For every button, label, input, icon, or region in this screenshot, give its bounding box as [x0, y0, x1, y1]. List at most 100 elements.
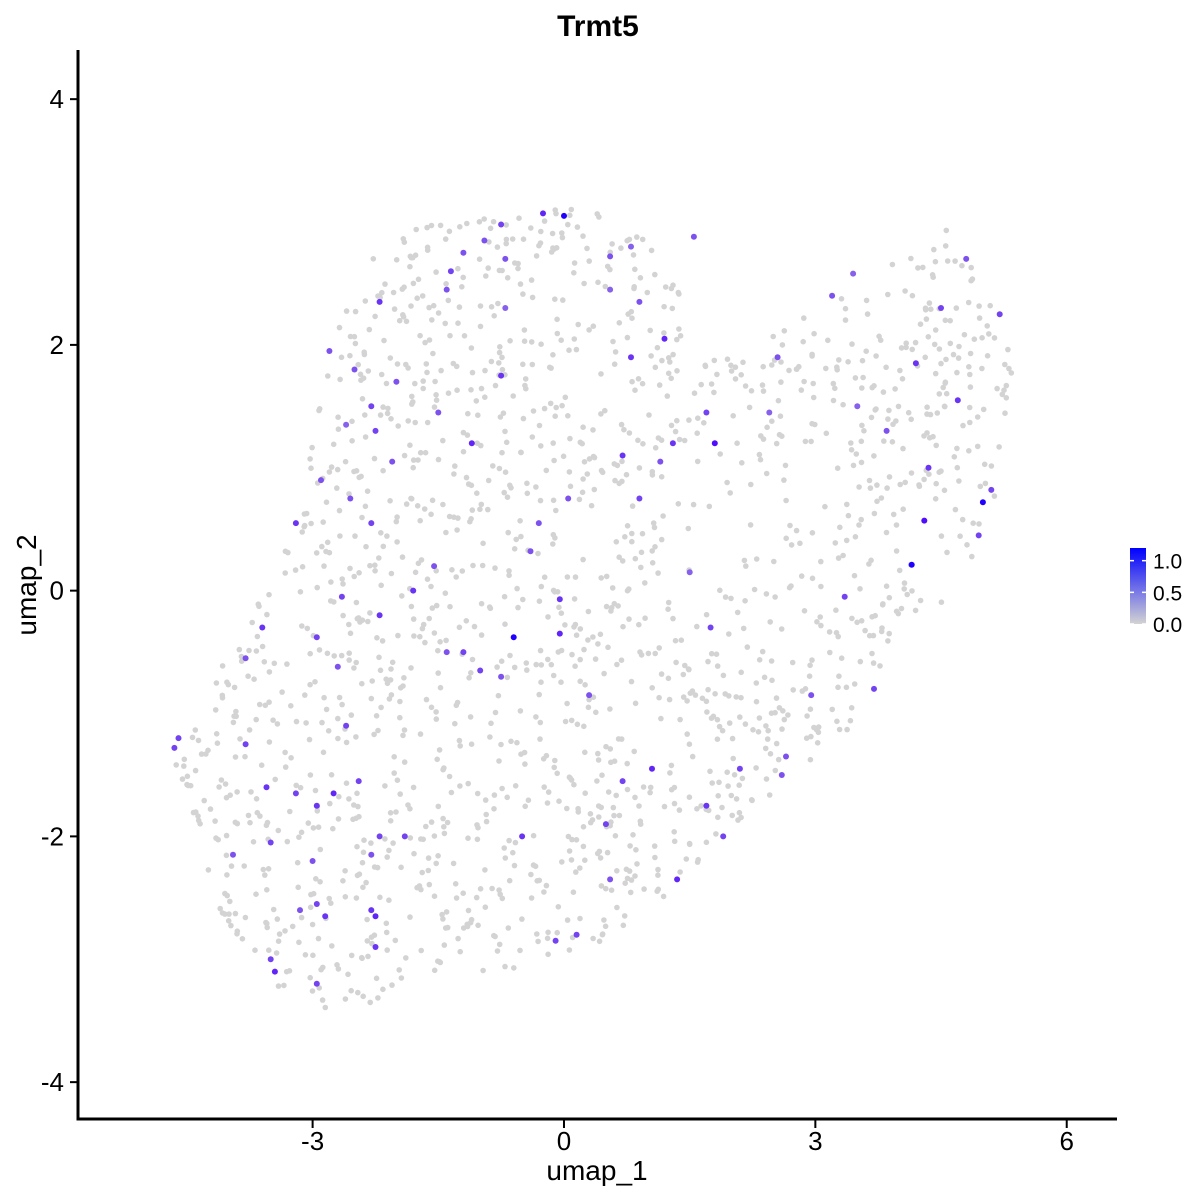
expressing-cell-point [883, 427, 890, 434]
cell-point [428, 583, 434, 590]
cell-point [428, 511, 434, 518]
cell-point [304, 625, 311, 632]
cell-point [595, 641, 601, 647]
cell-point [212, 818, 218, 824]
cell-point [636, 465, 643, 471]
cell-point [884, 485, 890, 491]
cell-point [467, 518, 473, 525]
cell-point [453, 895, 460, 901]
cell-point [506, 837, 512, 844]
cell-point [222, 781, 229, 787]
expressing-cell-point [778, 772, 785, 778]
cell-point [377, 412, 384, 418]
cell-point [398, 975, 405, 981]
cell-point [778, 626, 785, 632]
cell-point [212, 707, 219, 713]
cell-point [533, 714, 539, 720]
cell-point [717, 587, 723, 594]
cell-point [502, 621, 508, 627]
cell-point [838, 296, 845, 302]
cell-point [672, 428, 679, 435]
cell-point [535, 938, 541, 945]
cell-point [982, 480, 989, 487]
cell-point [530, 408, 537, 414]
cell-point [299, 623, 305, 629]
cell-point [788, 583, 794, 589]
expressing-cell-point [372, 944, 379, 950]
cell-point [422, 639, 428, 646]
cell-point [632, 387, 638, 394]
cell-point [670, 351, 676, 358]
cell-point [957, 533, 963, 539]
cell-point [287, 808, 293, 815]
cell-point [629, 315, 635, 322]
cell-point [335, 735, 341, 742]
cell-point [853, 451, 860, 457]
cell-point [720, 672, 727, 679]
cell-point [749, 797, 755, 804]
cell-point [282, 548, 289, 555]
cell-point [554, 770, 560, 777]
cell-point [413, 226, 420, 233]
cell-point [359, 396, 366, 402]
cell-point [844, 501, 850, 508]
cell-point [498, 741, 504, 748]
cell-point [551, 589, 558, 595]
cell-point [495, 300, 501, 307]
cell-point [922, 307, 929, 313]
cell-point [908, 416, 914, 423]
expressing-cell-point [649, 765, 655, 772]
cell-point [603, 743, 609, 750]
cell-point [372, 568, 378, 574]
cell-point [528, 871, 534, 878]
cell-point [856, 522, 862, 528]
cell-point [184, 781, 190, 788]
cell-point [714, 736, 721, 742]
expressing-cell-point [443, 649, 450, 656]
cell-point [417, 731, 424, 737]
cell-point [778, 359, 784, 365]
cell-point [630, 832, 636, 838]
cell-point [422, 449, 429, 456]
cell-point [658, 437, 665, 444]
cell-point [611, 361, 618, 368]
cell-point [533, 253, 540, 259]
cell-point [714, 663, 721, 669]
cell-point [818, 583, 824, 590]
expressing-cell-point [326, 348, 333, 354]
cell-point [471, 623, 478, 630]
cell-point [933, 442, 939, 449]
cell-point [729, 735, 736, 742]
expressing-cell-point [468, 440, 475, 447]
expressing-cell-point [368, 851, 375, 858]
cell-point [585, 608, 592, 615]
cell-point [351, 802, 357, 808]
cell-point [886, 594, 893, 601]
cell-point [566, 469, 573, 475]
cell-point [488, 720, 494, 727]
cell-point [800, 338, 806, 345]
cell-point [591, 454, 598, 461]
cell-point [298, 829, 305, 836]
cell-point [485, 265, 492, 271]
cell-point [401, 759, 408, 765]
cell-point [686, 741, 693, 747]
expressing-cell-point [988, 486, 995, 493]
cell-point [898, 345, 905, 351]
cell-point [811, 330, 817, 337]
cell-point [823, 365, 829, 372]
cell-point [974, 443, 981, 450]
cell-point [577, 626, 584, 632]
cell-point [468, 345, 475, 351]
cell-point [423, 696, 430, 703]
cell-point [580, 424, 586, 431]
cell-point [429, 497, 436, 504]
cell-point [440, 916, 446, 922]
cell-point [764, 424, 770, 431]
cell-point [403, 955, 409, 961]
cell-point [553, 245, 560, 251]
cell-point [698, 803, 704, 809]
cell-point [509, 236, 516, 242]
cell-point [474, 790, 481, 797]
expressing-cell-point [552, 937, 559, 944]
